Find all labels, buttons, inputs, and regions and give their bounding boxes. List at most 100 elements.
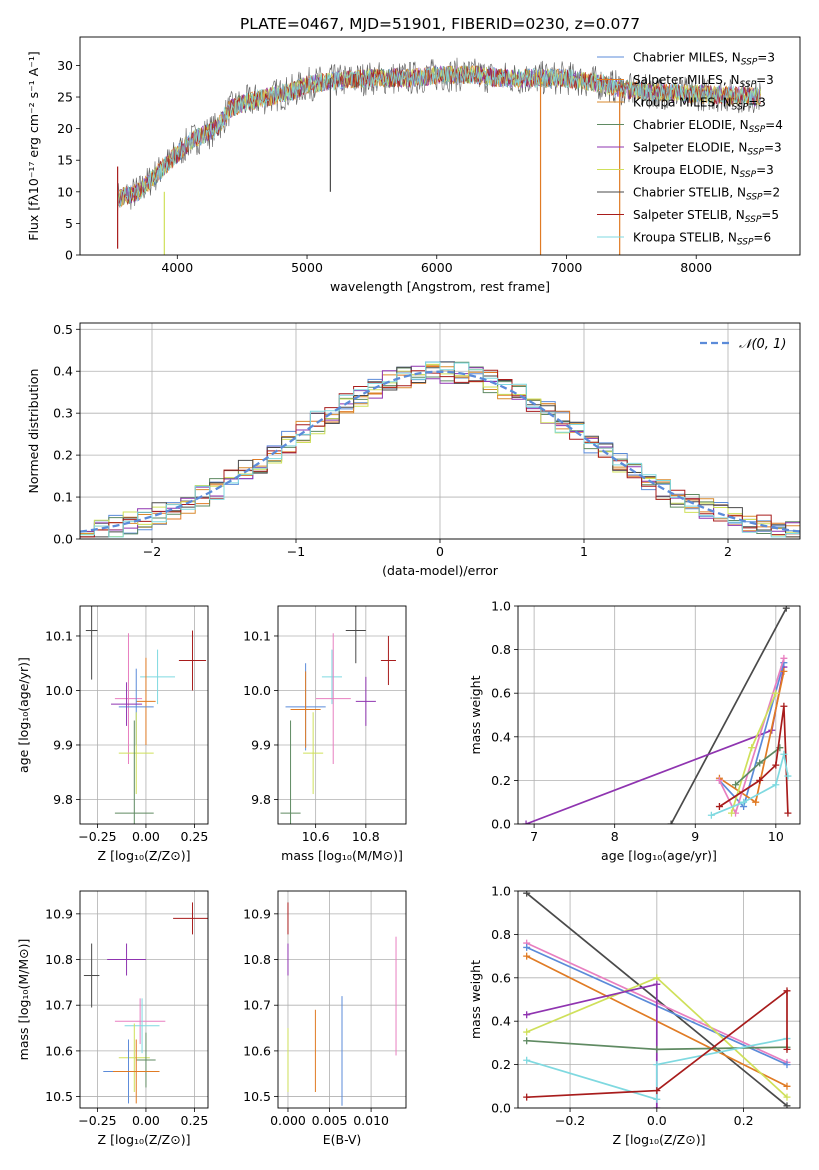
axes-frame [517,890,801,1109]
axis-ticks: 7 8 9 10 0.0 0.2 0.4 0.6 0.8 1.0 [491,599,784,845]
weight-marker [780,750,788,758]
y-tick-label: 9.9 [53,737,73,752]
y-tick-label: 0.0 [491,817,511,832]
y-tick-label: 25 [57,90,73,105]
axis-ticks: 0.000 0.005 0.010 10.5 10.6 10.7 10.8 10.9 [243,906,389,1128]
y-tick-label: 10.6 [45,1043,73,1058]
weight-marker [784,772,792,780]
x-axis-label: (data-model)/error [382,563,499,578]
weight-marker [667,820,675,824]
y-tick-label: 10 [57,184,73,199]
plot-area [80,891,208,1108]
plot-area [518,891,800,1108]
plot-marks [523,891,791,1108]
errorbar-point [118,712,154,795]
y-tick-label: 10.0 [45,683,73,698]
plot-marks [80,361,800,538]
x-tick-label: 0.25 [181,1113,209,1128]
y-tick-label: 0.2 [491,773,511,788]
errorbar-point [178,630,207,691]
weight-marker [653,1095,661,1103]
x-tick-label: 5000 [291,260,323,275]
y-tick-label: 0.0 [53,532,73,547]
x-tick-label: 0.00 [132,1113,160,1128]
legend-label: Chabrier MILES, NSSP=3 [633,51,775,68]
weight-marker [783,1061,791,1069]
x-tick-label: 10.8 [352,829,380,844]
y-tick-label: 10.7 [45,998,73,1013]
panel-age_vs_Z: −0.25 0.00 0.25 9.8 9.9 10.0 10.1 Z [log₁₀(Z/Z⊙… [16,605,209,863]
weight-marker [523,1011,531,1019]
weight-line [670,607,788,824]
weight-marker [783,1082,791,1090]
y-tick-label: 0.5 [53,322,73,337]
weight-marker [782,606,790,612]
weight-marker [728,809,736,817]
panel-mass_weight_vs_age: 7 8 9 10 0.0 0.2 0.4 0.6 0.8 1.0 age [log₁₀(age/yr… [468,599,801,863]
y-axis-label: mass [log₁₀(M/M⊙)] [16,939,31,1061]
errorbar-point [173,902,208,935]
y-axis-label: mass weight [468,960,483,1039]
x-tick-label: 10 [768,829,784,844]
weight-marker [653,974,661,982]
panel-mass_weight_vs_Z: −0.2 0.0 0.2 0.0 0.2 0.4 0.6 0.8 1.0 Z [log₁₀(Z/Z… [468,884,801,1147]
errorbar-point [107,943,146,976]
axes-frame [277,890,407,1109]
y-tick-label: 0 [65,248,73,263]
y-tick-label: 0.1 [53,490,73,505]
weight-marker [732,781,740,789]
y-tick-label: 1.0 [491,884,511,899]
figure-title: PLATE=0467, MJD=51901, FIBERID=0230, z=0… [240,15,640,33]
x-tick-label: −0.25 [78,1113,116,1128]
weight-line [526,989,788,1099]
plot-marks [83,902,208,1104]
weight-marker [772,689,780,697]
errorbar-point [303,712,324,795]
x-tick-label: 0.010 [353,1113,389,1128]
weight-marker [523,1037,531,1045]
panel-mass_vs_EBV: 0.000 0.005 0.010 10.5 10.6 10.7 10.8 10.9 E(B-V… [243,890,407,1147]
plot-marks [117,57,761,255]
y-tick-label: 0.6 [491,686,511,701]
panel-residuals: −2 −1 0 1 2 0.0 0.1 0.2 0.3 0.4 0.5 (data-model)/er… [26,322,801,578]
errorbar-point [124,998,160,1054]
axis-ticks: −0.25 0.00 0.25 10.5 10.6 10.7 10.8 10.9 [45,906,208,1128]
y-tick-label: 10.7 [243,998,271,1013]
weight-line [526,1037,788,1101]
x-tick-label: 0.00 [132,829,160,844]
x-axis-label: mass [log₁₀(M/M⊙)] [281,848,403,863]
weight-marker [783,1045,791,1053]
y-axis-label: Normed distribution [26,369,41,494]
spectrum-line [117,65,761,206]
y-tick-label: 10.8 [45,952,73,967]
x-tick-label: 0.005 [312,1113,348,1128]
y-tick-label: 10.9 [45,906,73,921]
axis-ticks: 10.6 10.8 9.8 9.9 10.0 10.1 [243,628,380,844]
x-tick-label: 10.6 [302,829,330,844]
y-tick-label: 0.8 [491,642,511,657]
histogram-step [80,361,800,538]
x-tick-label: 9 [691,829,699,844]
x-tick-label: 0.0 [647,1113,667,1128]
errorbar-point [111,682,143,726]
x-axis-label: wavelength [Angstrom, rest frame] [330,279,550,294]
panel-spectrum: 4000 5000 6000 7000 8000 0 5 10 15 20 25 30 waveleng… [26,36,801,294]
x-tick-label: 0.25 [181,829,209,844]
legend: Chabrier MILES, NSSP=3 Salpeter MILES, NS… [597,51,783,248]
weight-marker [653,1045,661,1053]
errorbar-point [114,720,154,824]
errorbar-point [380,635,396,686]
errorbar-point [112,1039,160,1104]
y-axis-label: mass weight [468,675,483,754]
errorbar-point [114,633,143,765]
legend-label: Chabrier ELODIE, NSSP=4 [633,118,783,135]
errorbar-point [355,676,376,726]
y-tick-label: 15 [57,153,73,168]
spectrum-line [117,65,761,208]
weight-marker [715,803,723,811]
weight-marker [523,891,531,897]
plot-marks [287,902,397,1106]
histogram-step [80,365,800,533]
legend-label: 𝒩(0, 1) [739,337,786,352]
